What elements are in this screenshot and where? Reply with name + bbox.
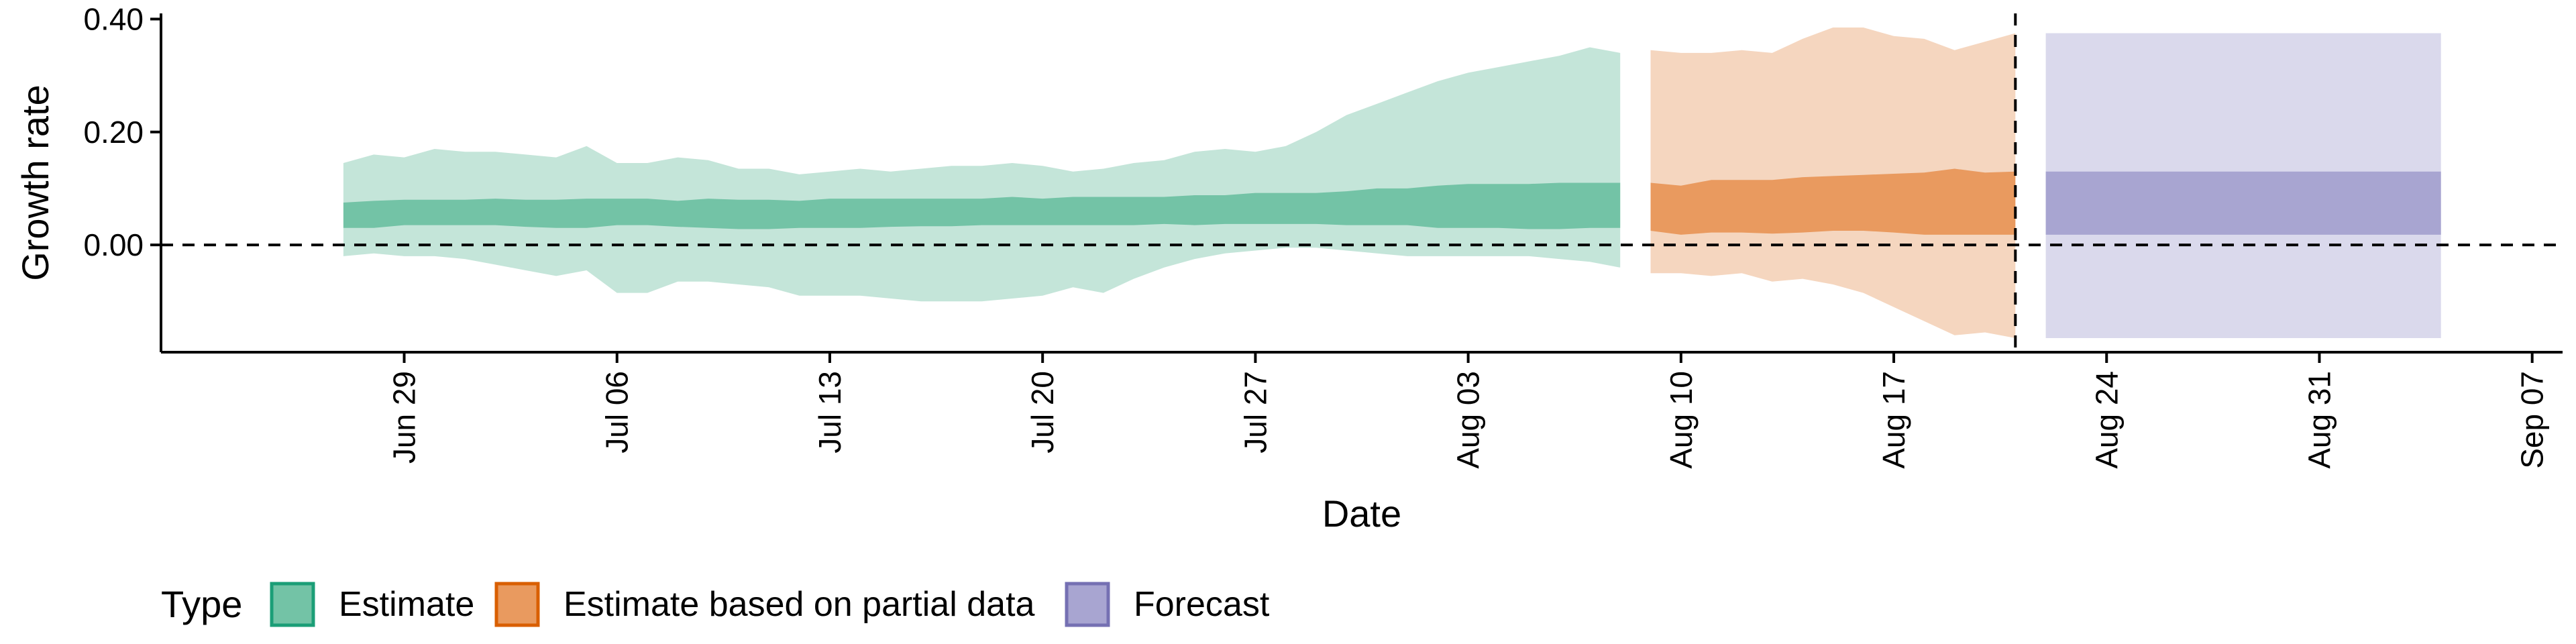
axes: 0.00 0.20 0.40 Jun 29 Jul 06 Jul 13 Jul 20 Jul …: [14, 1, 2563, 535]
x-tick-label: Jul 27: [1238, 371, 1273, 453]
legend-label-estimate: Estimate: [339, 585, 474, 624]
x-tick-label: Aug 31: [2302, 371, 2337, 469]
legend-key-estimate-based-on-partial-data: [494, 582, 540, 627]
reference-lines: [161, 13, 2563, 352]
x-tick-label: Aug 24: [2089, 371, 2124, 469]
x-tick-label: Aug 17: [1876, 371, 1911, 469]
x-tick-label: Jun 29: [387, 371, 422, 464]
legend-label-estimate-based-on-partial-data: Estimate based on partial data: [564, 585, 1035, 624]
x-axis-title: Date: [1322, 492, 1401, 535]
bands-layer: [343, 28, 2441, 338]
y-axis-title: Growth rate: [14, 85, 56, 281]
estimate-50-interval-band: [343, 182, 1621, 229]
forecast-50-interval-band: [2045, 171, 2441, 235]
legend-title: Type: [161, 583, 242, 625]
y-tick-label: 0.40: [83, 1, 144, 36]
y-tick-label: 0.00: [83, 227, 144, 262]
legend-key-forecast: [1065, 582, 1110, 627]
x-tick-label: Sep 07: [2515, 371, 2550, 469]
estimate-based-on-partial-data-50-interval-band: [1650, 168, 2016, 235]
legend: Type Estimate Estimate based on partial da…: [161, 582, 1270, 627]
y-tick-label: 0.20: [83, 115, 144, 150]
x-tick-label: Aug 10: [1664, 371, 1699, 469]
x-tick-label: Jul 13: [812, 371, 847, 453]
legend-label-forecast: Forecast: [1134, 585, 1270, 624]
x-tick-label: Jul 06: [600, 371, 635, 453]
estimate-90-interval-band: [343, 47, 1621, 302]
legend-key-estimate: [270, 582, 315, 627]
x-tick-label: Jul 20: [1025, 371, 1060, 453]
x-tick-label: Aug 03: [1451, 371, 1486, 469]
